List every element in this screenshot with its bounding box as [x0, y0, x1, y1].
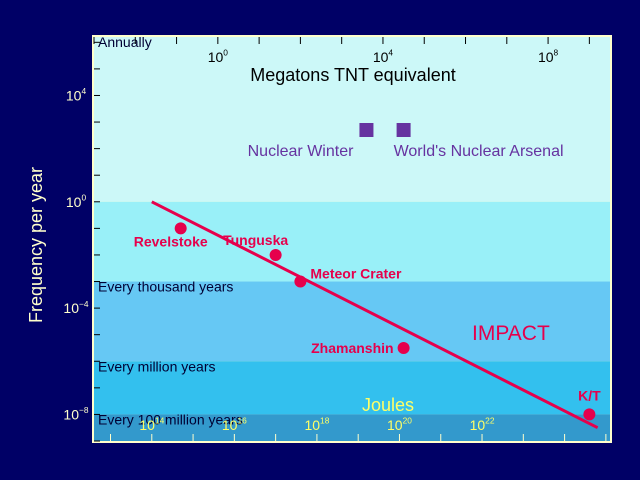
frequency-band: [94, 281, 610, 362]
reference-marker: [396, 123, 411, 137]
band-label: Every thousand years: [98, 279, 233, 295]
bottom-axis-tick-label: 1018: [304, 416, 329, 433]
impact-point: [174, 222, 187, 235]
impact-point-label: K/T: [578, 387, 601, 403]
top-axis-tick-label: 108: [538, 48, 559, 65]
y-axis-tick-label: 10−4: [63, 299, 88, 316]
top-axis-tick-label: 100: [208, 48, 229, 65]
reference-marker: [359, 123, 374, 137]
bottom-axis-title: Joules: [362, 395, 414, 415]
y-axis-tick-label: 100: [66, 192, 87, 209]
impact-point: [583, 408, 596, 421]
band-label: Annually: [98, 34, 152, 50]
y-axis-tick-label: 10−8: [63, 405, 88, 422]
bottom-axis-tick-label: 1016: [222, 416, 247, 433]
impact-point: [397, 341, 410, 354]
bottom-axis-tick-label: 1020: [387, 416, 412, 433]
impact-point: [269, 248, 282, 261]
y-axis-tick-label: 104: [66, 86, 87, 103]
reference-marker-label: World's Nuclear Arsenal: [394, 143, 564, 160]
top-axis-tick-label: 104: [373, 48, 394, 65]
bottom-axis-tick-label: 1014: [139, 416, 164, 433]
impact-point-label: Zhamanshin: [311, 340, 393, 356]
impact-point-label: Revelstoke: [134, 233, 208, 249]
impact-point-label: Meteor Crater: [310, 266, 402, 282]
frequency-band: [94, 37, 610, 202]
y-axis-title: Frequency per year: [26, 167, 46, 323]
frequency-band: [94, 361, 610, 415]
series-label-impact: IMPACT: [472, 322, 550, 345]
impact-trend-line: [151, 200, 599, 430]
impact-point: [294, 275, 307, 288]
impact-point-label: Tunguska: [223, 232, 288, 248]
band-label: Every 100 million years: [98, 411, 243, 427]
top-axis-title: Megatons TNT equivalent: [250, 65, 455, 85]
bottom-axis-tick-label: 1022: [470, 416, 495, 433]
band-label: Every million years: [98, 358, 215, 374]
reference-marker-label: Nuclear Winter: [248, 143, 354, 160]
frequency-band: [94, 414, 610, 441]
